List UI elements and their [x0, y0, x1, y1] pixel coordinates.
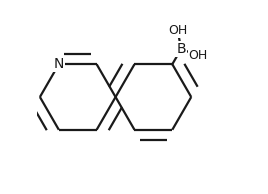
Text: OH: OH: [168, 24, 188, 37]
Text: N: N: [54, 57, 64, 71]
Text: B: B: [176, 42, 186, 56]
Text: OH: OH: [189, 49, 208, 62]
